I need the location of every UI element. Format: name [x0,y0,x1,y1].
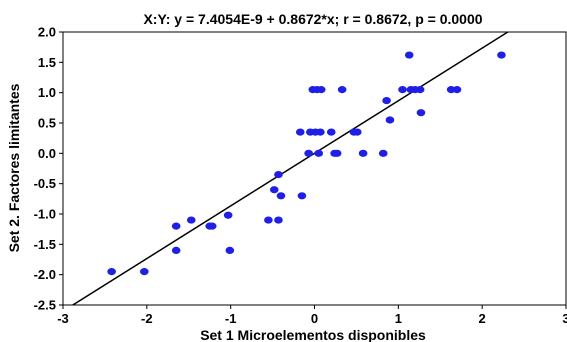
data-point [264,216,273,224]
data-point [223,211,233,219]
data-point [274,170,283,179]
data-point [297,192,307,200]
y-tick-label: 0.5 [38,116,56,131]
data-point [295,128,305,136]
x-tick-label: -1 [225,311,237,326]
data-point [304,149,313,157]
x-tick-label: 3 [562,311,567,326]
data-point [269,186,279,194]
y-tick-label: -0.5 [34,176,56,191]
data-point [186,216,196,224]
x-tick-label: -2 [141,311,153,326]
data-point [225,246,235,254]
data-point [382,96,391,105]
data-point [171,246,181,254]
regression-line [71,32,510,305]
data-point [452,86,462,94]
data-point [316,86,326,94]
y-tick-label: -2.0 [34,267,56,282]
data-point [207,222,217,230]
x-tick-label: 0 [311,311,318,326]
data-point [404,51,414,59]
data-point [171,222,181,230]
data-point [332,149,342,157]
data-point [274,216,283,224]
y-tick-label: 0.0 [38,146,56,161]
data-point [378,149,388,157]
data-point [337,86,347,94]
x-tick-label: 1 [395,311,402,326]
y-tick-label: 2.0 [38,25,56,40]
y-tick-label: 1.0 [38,85,56,100]
x-tick-label: 2 [479,311,486,326]
data-point [358,149,368,157]
data-point [385,116,395,124]
y-tick-label: -2.5 [34,298,56,313]
y-tick-label: 1.5 [38,55,56,70]
chart-title: X:Y: y = 7.4054E-9 + 0.8672*x; r = 0.867… [143,11,482,27]
data-point [140,268,149,276]
data-point [352,128,362,136]
data-point [497,51,506,59]
y-axis-title: Set 2. Factores limitantes [6,83,22,252]
y-tick-label: -1.5 [34,237,56,252]
data-point [326,128,336,136]
data-point [416,109,426,117]
data-point [314,149,323,157]
data-point [276,192,286,200]
plot-area: -3 -2 -1 0 1 2 3 2.0 1.5 1.0 0.5 0.0 -0.5 -1.0 -1.5 -2.… [34,25,567,327]
data-point [316,128,325,136]
data-point [415,86,425,94]
data-point [398,86,407,94]
y-tick-label: -1.0 [34,207,56,222]
data-point [107,268,116,276]
x-tick-label: -3 [57,311,69,326]
x-axis-title: Set 1 Microelementos disponibles [200,327,426,342]
